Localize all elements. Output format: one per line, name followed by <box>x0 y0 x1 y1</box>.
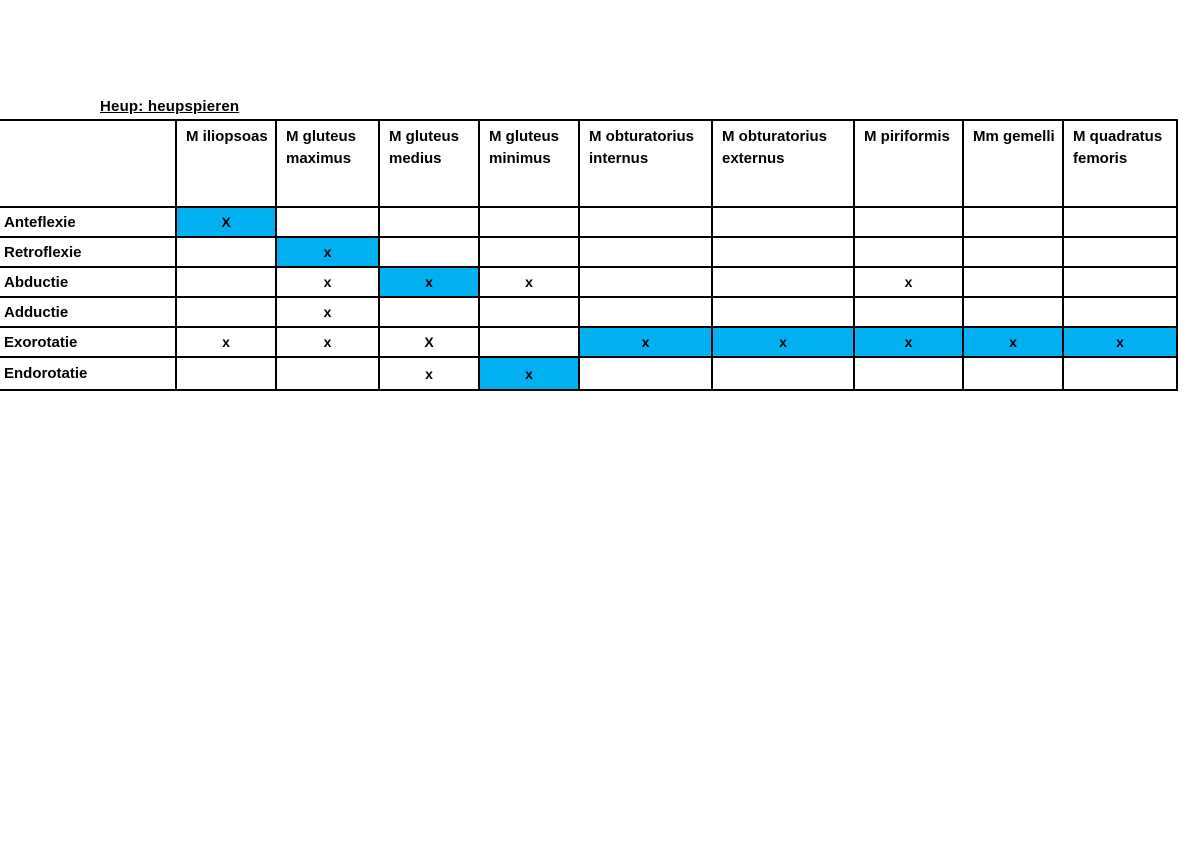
table-body: Anteflexie X Retroflexie x Abductie x x x x Adduc… <box>0 206 1178 391</box>
column-header-m-quadratus-femoris: M quadratus femoris <box>1062 119 1178 208</box>
cell-endorotatie-m-quadratus-femoris <box>1062 356 1178 391</box>
corner-header-cell <box>0 119 177 208</box>
cell-endorotatie-m-iliopsoas <box>175 356 277 391</box>
row-label-endorotatie: Endorotatie <box>0 356 177 391</box>
cell-anteflexie-m-obturatorius-internus <box>578 206 713 238</box>
cell-exorotatie-m-gluteus-medius: X <box>378 326 480 358</box>
cell-abductie-m-piriformis: x <box>853 266 964 298</box>
column-header-m-gluteus-medius: M gluteus medius <box>378 119 480 208</box>
row-label-retroflexie: Retroflexie <box>0 236 177 268</box>
cell-endorotatie-m-gluteus-medius: x <box>378 356 480 391</box>
cell-adductie-m-quadratus-femoris <box>1062 296 1178 328</box>
cell-anteflexie-mm-gemelli <box>962 206 1064 238</box>
cell-anteflexie-m-gluteus-maximus <box>275 206 380 238</box>
cell-retroflexie-m-quadratus-femoris <box>1062 236 1178 268</box>
row-label-anteflexie: Anteflexie <box>0 206 177 238</box>
cell-retroflexie-mm-gemelli <box>962 236 1064 268</box>
cell-adductie-m-piriformis <box>853 296 964 328</box>
cell-abductie-m-iliopsoas <box>175 266 277 298</box>
column-header-m-obturatorius-internus: M obturatorius internus <box>578 119 713 208</box>
cell-endorotatie-m-obturatorius-internus <box>578 356 713 391</box>
cell-retroflexie-m-obturatorius-externus <box>711 236 855 268</box>
table-header-row: M iliopsoas M gluteus maximus M gluteus me… <box>0 119 1178 208</box>
cell-anteflexie-m-obturatorius-externus <box>711 206 855 238</box>
cell-adductie-m-gluteus-minimus <box>478 296 580 328</box>
cell-endorotatie-mm-gemelli <box>962 356 1064 391</box>
table-row-endorotatie: Endorotatie x x <box>0 356 1178 391</box>
highlighted-cell-endorotatie-m-gluteus-minimus: x <box>478 356 580 391</box>
cell-endorotatie-m-obturatorius-externus <box>711 356 855 391</box>
cell-exorotatie-m-iliopsoas: x <box>175 326 277 358</box>
cell-anteflexie-m-piriformis <box>853 206 964 238</box>
cell-adductie-m-gluteus-medius <box>378 296 480 328</box>
table-row-abductie: Abductie x x x x <box>0 266 1178 298</box>
column-header-m-piriformis: M piriformis <box>853 119 964 208</box>
column-header-m-gluteus-maximus: M gluteus maximus <box>275 119 380 208</box>
column-header-m-obturatorius-externus: M obturatorius externus <box>711 119 855 208</box>
highlighted-cell-exorotatie-m-piriformis: x <box>853 326 964 358</box>
column-header-mm-gemelli: Mm gemelli <box>962 119 1064 208</box>
cell-adductie-m-gluteus-maximus: x <box>275 296 380 328</box>
highlighted-cell-exorotatie-m-quadratus-femoris: x <box>1062 326 1178 358</box>
cell-adductie-m-obturatorius-internus <box>578 296 713 328</box>
cell-retroflexie-m-gluteus-medius <box>378 236 480 268</box>
highlighted-cell-exorotatie-m-obturatorius-internus: x <box>578 326 713 358</box>
cell-abductie-m-gluteus-maximus: x <box>275 266 380 298</box>
column-header-m-gluteus-minimus: M gluteus minimus <box>478 119 580 208</box>
highlighted-cell-exorotatie-mm-gemelli: x <box>962 326 1064 358</box>
highlighted-cell-exorotatie-m-obturatorius-externus: x <box>711 326 855 358</box>
cell-endorotatie-m-gluteus-maximus <box>275 356 380 391</box>
cell-abductie-m-quadratus-femoris <box>1062 266 1178 298</box>
cell-abductie-m-obturatorius-internus <box>578 266 713 298</box>
cell-abductie-m-obturatorius-externus <box>711 266 855 298</box>
hip-muscles-table: M iliopsoas M gluteus maximus M gluteus me… <box>0 119 1178 391</box>
table-row-retroflexie: Retroflexie x <box>0 236 1178 268</box>
cell-adductie-m-iliopsoas <box>175 296 277 328</box>
cell-retroflexie-m-gluteus-minimus <box>478 236 580 268</box>
cell-retroflexie-m-piriformis <box>853 236 964 268</box>
cell-abductie-m-gluteus-minimus: x <box>478 266 580 298</box>
highlighted-cell-retroflexie-m-gluteus-maximus: x <box>275 236 380 268</box>
cell-exorotatie-m-gluteus-minimus <box>478 326 580 358</box>
cell-abductie-mm-gemelli <box>962 266 1064 298</box>
row-label-exorotatie: Exorotatie <box>0 326 177 358</box>
cell-retroflexie-m-obturatorius-internus <box>578 236 713 268</box>
cell-endorotatie-m-piriformis <box>853 356 964 391</box>
cell-anteflexie-m-gluteus-medius <box>378 206 480 238</box>
page-title: Heup: heupspieren <box>100 98 240 115</box>
cell-adductie-m-obturatorius-externus <box>711 296 855 328</box>
table-row-adductie: Adductie x <box>0 296 1178 328</box>
column-header-m-iliopsoas: M iliopsoas <box>175 119 277 208</box>
cell-exorotatie-m-gluteus-maximus: x <box>275 326 380 358</box>
table-header-row-group: M iliopsoas M gluteus maximus M gluteus me… <box>0 119 1178 208</box>
highlighted-cell-anteflexie-m-iliopsoas: X <box>175 206 277 238</box>
cell-adductie-mm-gemelli <box>962 296 1064 328</box>
row-label-abductie: Abductie <box>0 266 177 298</box>
highlighted-cell-abductie-m-gluteus-medius: x <box>378 266 480 298</box>
cell-anteflexie-m-quadratus-femoris <box>1062 206 1178 238</box>
table-row-anteflexie: Anteflexie X <box>0 206 1178 238</box>
cell-retroflexie-m-iliopsoas <box>175 236 277 268</box>
row-label-adductie: Adductie <box>0 296 177 328</box>
cell-anteflexie-m-gluteus-minimus <box>478 206 580 238</box>
